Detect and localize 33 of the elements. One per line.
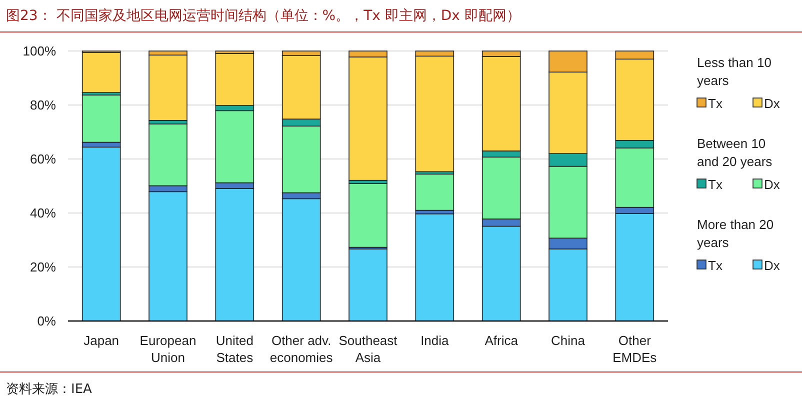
x-tick-label: China xyxy=(551,333,586,348)
legend-label: Dx xyxy=(764,258,780,273)
legend-label: Tx xyxy=(708,96,723,111)
text: Between 10 and 20 years xyxy=(697,136,773,169)
bar xyxy=(82,146,121,322)
x-tick-label: Other adv. economies xyxy=(270,333,334,365)
bar xyxy=(348,183,388,248)
bar xyxy=(82,52,121,93)
text: 资料来源：IEA xyxy=(6,382,92,397)
y-tick-label: 0% xyxy=(37,314,56,328)
bar xyxy=(348,248,388,322)
bar xyxy=(148,54,188,121)
x-tick-label: India xyxy=(420,333,450,348)
chart-title: 图23： 不同国家及地区电网运营时间结构（单位：%。，Tx 即主网，Dx 即配网） xyxy=(6,8,520,24)
bar xyxy=(415,174,454,211)
bar xyxy=(415,213,454,322)
x-tick-label: Southeast Asia xyxy=(338,333,398,365)
y-tick-label: 40% xyxy=(30,206,56,220)
text: Less than 10 years xyxy=(697,55,772,88)
x-tick-label: Japan xyxy=(84,333,120,348)
x-tick-label: Other EMDEs xyxy=(612,333,658,365)
y-tick-label: 80% xyxy=(30,98,56,112)
y-tick-label: 100% xyxy=(22,44,56,58)
y-tick-label: 60% xyxy=(30,152,56,166)
legend-label: Dx xyxy=(764,177,780,192)
y-tick-label: 20% xyxy=(30,260,56,274)
x-tick-label: European Union xyxy=(140,333,196,365)
legend-label: Dx xyxy=(764,96,780,111)
x-tick-label: Africa xyxy=(484,333,519,348)
x-tick-label: United States xyxy=(216,333,254,365)
legend-label: Tx xyxy=(708,177,723,192)
text: More than 20 years xyxy=(697,217,774,250)
legend-label: Tx xyxy=(708,258,723,273)
